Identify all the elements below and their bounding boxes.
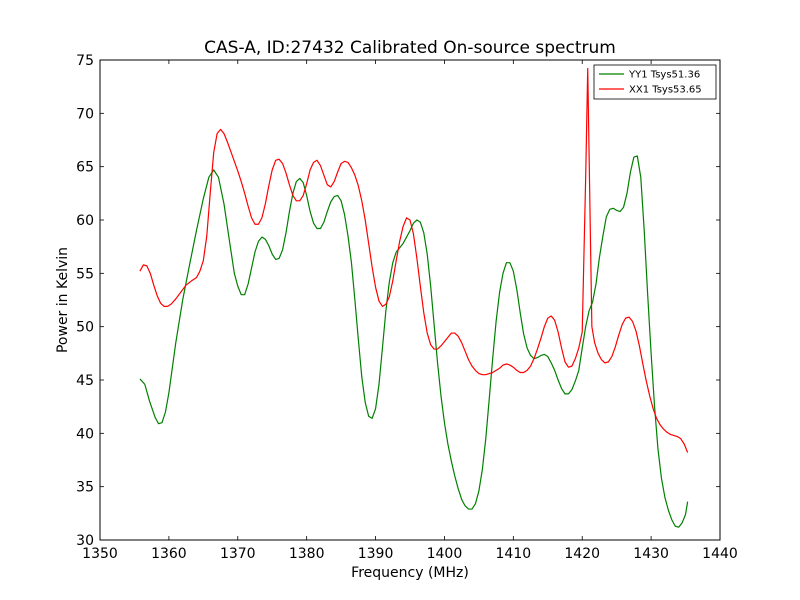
x-tick-label: 1360: [151, 546, 187, 562]
y-tick-label: 75: [76, 53, 94, 69]
legend: YY1 Tsys51.36 XX1 Tsys53.65: [593, 64, 717, 100]
x-axis-title: Frequency (MHz): [351, 565, 469, 581]
x-tick-label: 1370: [220, 546, 256, 562]
x-tick-label: 1420: [564, 546, 600, 562]
x-axis: 1350 1360 1370 1380 1390 1400 1410 1420 1430 1440: [82, 60, 738, 562]
series-line-xx1: [139, 67, 689, 453]
y-tick-label: 40: [76, 426, 94, 442]
x-tick-label: 1380: [289, 546, 325, 562]
legend-label-yy1: YY1 Tsys51.36: [628, 70, 700, 81]
y-tick-label: 45: [76, 373, 94, 389]
x-tick-label: 1350: [82, 546, 118, 562]
x-tick-label: 1390: [358, 546, 394, 562]
y-tick-label: 35: [76, 480, 94, 496]
x-tick-label: 1430: [633, 546, 669, 562]
series-line-yy1: [139, 155, 689, 528]
x-tick-label: 1410: [496, 546, 532, 562]
x-tick-label: 1400: [427, 546, 463, 562]
y-axis: 30 35 40 45 50 55 60 65 70 75: [76, 53, 720, 549]
y-tick-label: 55: [76, 266, 94, 282]
y-tick-label: 70: [76, 106, 94, 122]
y-tick-label: 30: [76, 533, 94, 549]
chart-title: CAS-A, ID:27432 Calibrated On-source spe…: [204, 38, 616, 58]
y-tick-label: 50: [76, 320, 94, 336]
x-tick-label: 1440: [702, 546, 738, 562]
y-tick-label: 60: [76, 213, 94, 229]
legend-label-xx1: XX1 Tsys53.65: [629, 85, 702, 96]
y-tick-label: 65: [76, 160, 94, 176]
legend-box: [593, 64, 717, 100]
plot-frame: [99, 59, 721, 541]
y-axis-title: Power in Kelvin: [55, 247, 71, 353]
